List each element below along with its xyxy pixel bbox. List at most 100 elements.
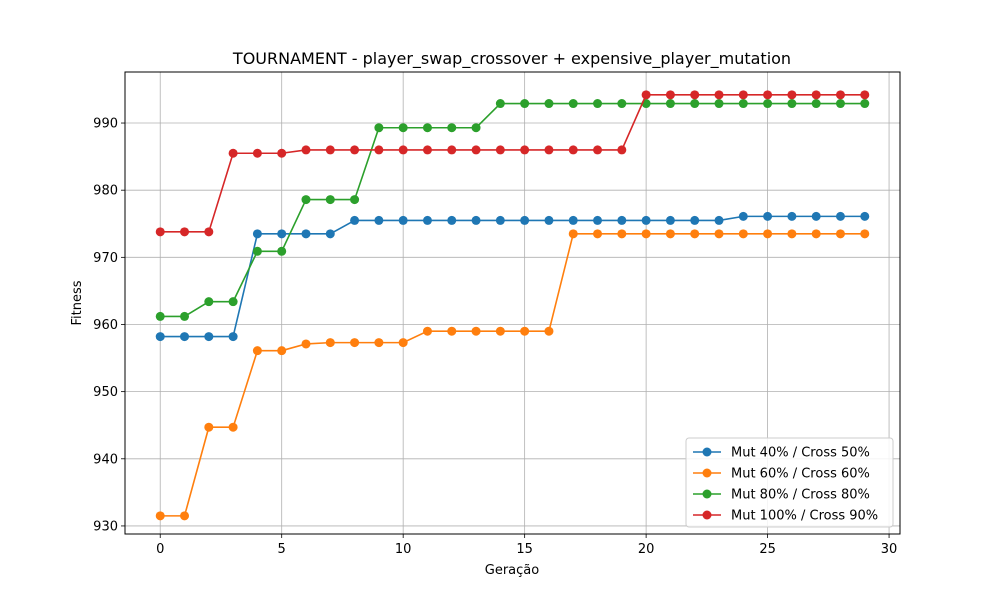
x-tick-label: 0 xyxy=(156,542,164,557)
data-point xyxy=(738,99,748,109)
data-point xyxy=(155,332,165,342)
data-point xyxy=(301,195,311,205)
data-point xyxy=(447,123,457,133)
data-point xyxy=(714,99,724,109)
data-point xyxy=(593,229,603,239)
data-point xyxy=(860,99,870,109)
data-point xyxy=(617,229,627,239)
data-point xyxy=(204,297,214,307)
data-point xyxy=(544,215,554,225)
data-point xyxy=(690,90,700,100)
data-point xyxy=(495,145,505,155)
data-point xyxy=(738,211,748,221)
data-point xyxy=(252,229,262,239)
data-point xyxy=(204,422,214,432)
x-axis-label: Geração xyxy=(485,563,539,578)
data-point xyxy=(447,326,457,336)
data-point xyxy=(471,326,481,336)
data-point xyxy=(763,90,773,100)
legend-label: Mut 100% / Cross 90% xyxy=(731,509,878,524)
data-point xyxy=(617,145,627,155)
data-point xyxy=(228,422,238,432)
data-point xyxy=(495,215,505,225)
series-1 xyxy=(155,211,870,342)
data-point xyxy=(835,99,845,109)
data-point xyxy=(447,215,457,225)
legend-marker xyxy=(702,510,712,520)
legend-item: Mut 100% / Cross 90% xyxy=(693,509,878,524)
series-layer xyxy=(155,90,870,521)
y-tick-label: 960 xyxy=(93,318,118,333)
data-point xyxy=(617,215,627,225)
x-tick-label: 15 xyxy=(516,542,533,557)
series-4 xyxy=(155,90,870,237)
data-point xyxy=(544,326,554,336)
data-point xyxy=(422,123,432,133)
data-point xyxy=(204,332,214,342)
data-point xyxy=(811,229,821,239)
data-point xyxy=(787,99,797,109)
data-point xyxy=(593,215,603,225)
data-point xyxy=(350,145,360,155)
y-axis-label: Fitness xyxy=(70,280,85,325)
data-point xyxy=(520,326,530,336)
data-point xyxy=(155,311,165,321)
data-point xyxy=(277,346,287,356)
legend-label: Mut 60% / Cross 60% xyxy=(731,467,870,482)
legend-item: Mut 40% / Cross 50% xyxy=(693,446,870,461)
data-point xyxy=(544,145,554,155)
data-point xyxy=(277,229,287,239)
x-tick-label: 5 xyxy=(278,542,286,557)
x-tick-label: 25 xyxy=(759,542,776,557)
data-point xyxy=(374,145,384,155)
data-point xyxy=(398,123,408,133)
data-point xyxy=(301,339,311,349)
data-point xyxy=(325,338,335,348)
series-2 xyxy=(155,229,870,521)
data-point xyxy=(277,246,287,256)
data-point xyxy=(593,145,603,155)
y-tick-label: 980 xyxy=(93,184,118,199)
data-point xyxy=(665,229,675,239)
data-point xyxy=(228,332,238,342)
x-tick-label: 30 xyxy=(881,542,898,557)
data-point xyxy=(787,90,797,100)
legend: Mut 40% / Cross 50% Mut 60% / Cross 60% Mu… xyxy=(685,437,894,528)
data-point xyxy=(204,227,214,237)
data-point xyxy=(350,215,360,225)
data-point xyxy=(665,90,675,100)
data-point xyxy=(422,215,432,225)
data-point xyxy=(252,246,262,256)
data-point xyxy=(252,148,262,158)
data-point xyxy=(690,215,700,225)
data-point xyxy=(398,215,408,225)
legend-item: Mut 60% / Cross 60% xyxy=(693,467,870,482)
data-point xyxy=(763,211,773,221)
legend-frame xyxy=(685,437,894,528)
data-point xyxy=(835,211,845,221)
data-point xyxy=(665,99,675,109)
legend-label: Mut 40% / Cross 50% xyxy=(731,446,870,461)
data-point xyxy=(252,346,262,356)
data-point xyxy=(641,215,651,225)
data-point xyxy=(763,99,773,109)
data-point xyxy=(422,145,432,155)
legend-marker xyxy=(702,447,712,457)
data-point xyxy=(520,215,530,225)
data-point xyxy=(665,215,675,225)
data-point xyxy=(155,511,165,521)
data-point xyxy=(568,215,578,225)
data-point xyxy=(228,148,238,158)
data-point xyxy=(593,99,603,109)
y-tick-label: 970 xyxy=(93,251,118,266)
data-point xyxy=(422,326,432,336)
x-tick-label: 10 xyxy=(395,542,412,557)
data-point xyxy=(811,211,821,221)
data-point xyxy=(763,229,773,239)
data-point xyxy=(860,211,870,221)
data-point xyxy=(544,99,554,109)
data-point xyxy=(180,227,190,237)
data-point xyxy=(374,215,384,225)
data-point xyxy=(277,148,287,158)
